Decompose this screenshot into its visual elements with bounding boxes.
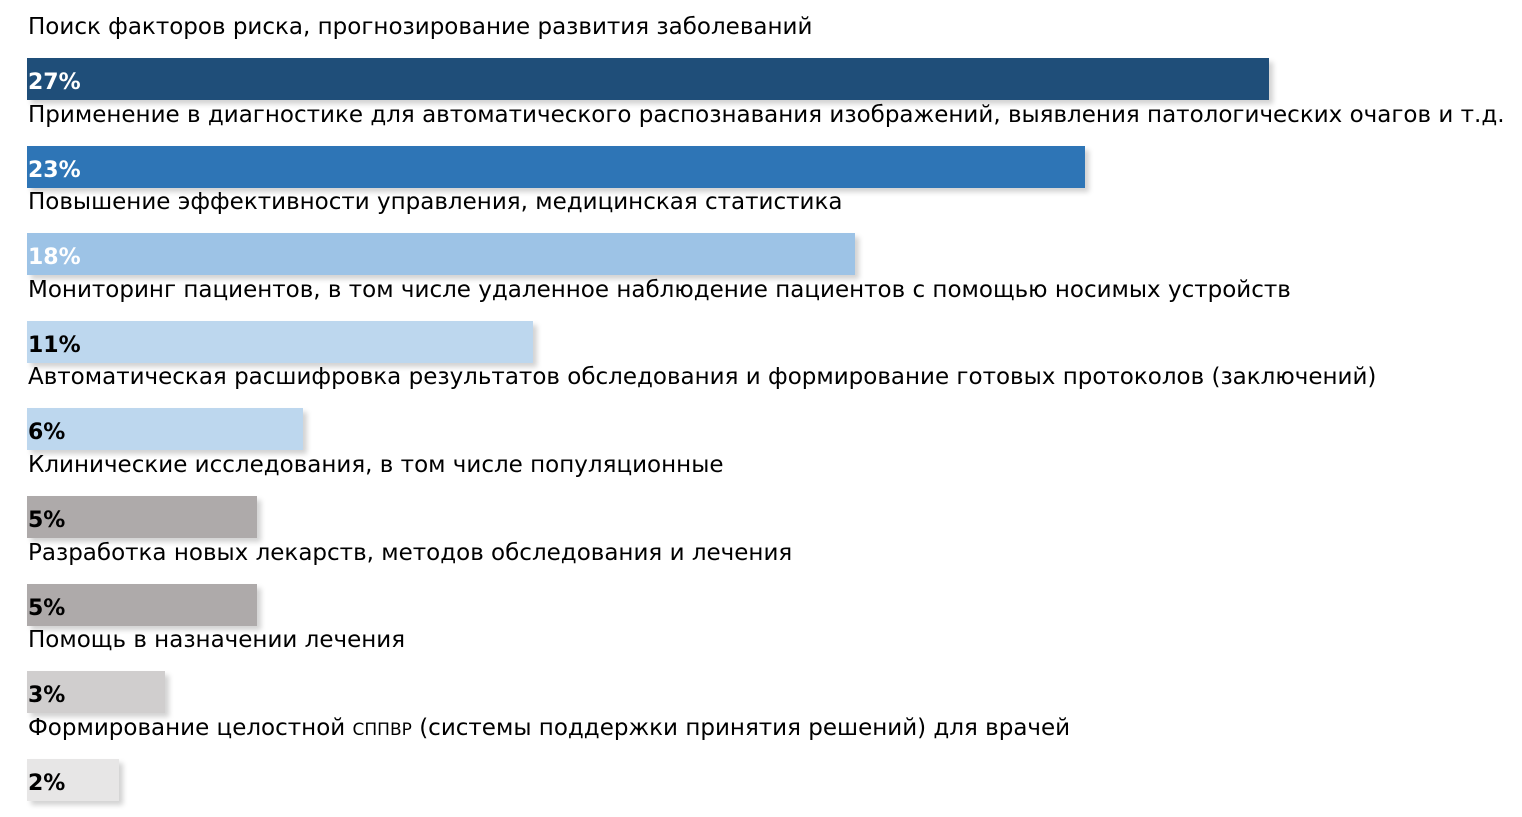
data-label: 6% bbox=[28, 420, 66, 446]
category-label: Формирование целостной СППВР (системы по… bbox=[28, 714, 1071, 741]
data-label: 18% bbox=[28, 245, 81, 271]
data-label: 5% bbox=[28, 508, 66, 533]
category-label: Клинические исследования, в том числе по… bbox=[28, 452, 724, 478]
category-label: Повышение эффективности управления, меди… bbox=[28, 189, 843, 216]
bar bbox=[27, 671, 165, 714]
data-label: 2% bbox=[28, 770, 66, 796]
bar bbox=[27, 320, 533, 363]
data-label: 27% bbox=[28, 70, 81, 95]
bar bbox=[27, 758, 119, 801]
data-label: 11% bbox=[28, 332, 81, 358]
bar bbox=[27, 408, 303, 451]
bar bbox=[27, 233, 855, 276]
category-label: Автоматическая расшифровка результатов о… bbox=[28, 364, 1377, 391]
category-label: Мониторинг пациентов, в том числе удален… bbox=[28, 276, 1291, 303]
data-label: 23% bbox=[28, 157, 81, 183]
bar bbox=[27, 583, 257, 626]
category-label: Поиск факторов риска, прогнозирование ра… bbox=[28, 14, 813, 40]
bar bbox=[27, 145, 1085, 188]
category-label: Применение в диагностике для автоматичес… bbox=[28, 101, 1505, 128]
bar bbox=[27, 58, 1269, 100]
category-label: Разработка новых лекарств, методов обсле… bbox=[28, 539, 793, 566]
data-label: 5% bbox=[28, 595, 66, 621]
bar bbox=[27, 496, 257, 538]
category-label: Помощь в назначении лечения bbox=[28, 627, 406, 654]
data-label: 3% bbox=[28, 683, 66, 709]
